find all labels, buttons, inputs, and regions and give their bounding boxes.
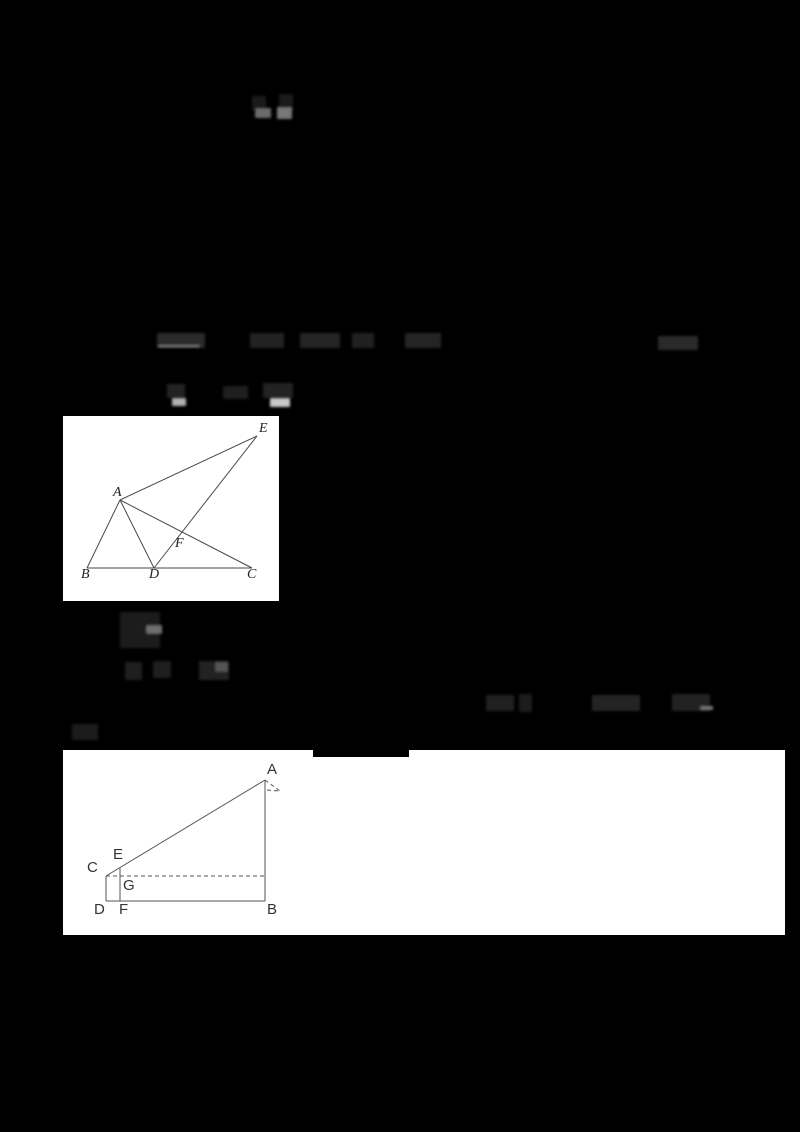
illegible-text-fragment bbox=[270, 398, 290, 407]
illegible-text-fragment bbox=[125, 662, 142, 680]
figure-dashed-line bbox=[266, 789, 280, 792]
vertex-label-b: B bbox=[267, 901, 278, 918]
illegible-text-fragment bbox=[72, 724, 98, 740]
illegible-text-fragment bbox=[700, 706, 713, 710]
illegible-text-fragment bbox=[120, 612, 160, 648]
figure-line bbox=[119, 435, 258, 501]
illegible-text-fragment bbox=[277, 107, 292, 119]
illegible-text-fragment bbox=[215, 662, 228, 672]
vertex-label-g: G bbox=[123, 877, 135, 894]
illegible-text-fragment bbox=[167, 384, 185, 398]
vertex-label-e: E bbox=[259, 421, 268, 436]
illegible-text-fragment bbox=[352, 333, 374, 348]
illegible-text-fragment bbox=[250, 333, 284, 348]
geometry-figure-triangle: E A F B D C bbox=[63, 416, 279, 601]
illegible-text-fragment bbox=[405, 333, 441, 348]
illegible-text-fragment bbox=[153, 661, 171, 678]
figure-line bbox=[86, 499, 121, 569]
illegible-text-fragment bbox=[199, 661, 229, 680]
illegible-text-fragment bbox=[672, 694, 710, 711]
illegible-text-fragment bbox=[172, 398, 186, 406]
triangle-diagram-lines bbox=[86, 435, 258, 569]
illegible-text-fragment bbox=[300, 333, 340, 348]
figure-line bbox=[119, 499, 253, 569]
vertex-label-e: E bbox=[113, 846, 124, 863]
illegible-text-fragment bbox=[255, 108, 271, 118]
figure-line bbox=[153, 435, 258, 569]
illegible-text-fragment bbox=[252, 96, 266, 110]
figure-line bbox=[105, 779, 266, 877]
illegible-text-fragment bbox=[263, 383, 293, 398]
vertex-label-b: B bbox=[81, 567, 90, 582]
illegible-text-fragment bbox=[486, 695, 514, 711]
vertex-label-d: D bbox=[149, 567, 160, 582]
vertex-label-f: F bbox=[119, 901, 129, 918]
illegible-text-fragment bbox=[592, 695, 640, 711]
illegible-text-fragment bbox=[223, 386, 248, 399]
illegible-text-fragment bbox=[279, 94, 293, 110]
vertex-label-f: F bbox=[175, 536, 184, 551]
vertex-label-a: A bbox=[267, 761, 278, 778]
vertex-label-a: A bbox=[113, 485, 122, 500]
illegible-text-fragment bbox=[158, 345, 200, 347]
illegible-text-fragment bbox=[146, 625, 162, 634]
illegible-text-fragment bbox=[658, 336, 698, 350]
vertex-label-c: C bbox=[247, 567, 257, 582]
scan-artifact-notch bbox=[313, 750, 409, 757]
illegible-text-fragment bbox=[157, 333, 205, 348]
vertex-label-c: C bbox=[87, 859, 98, 876]
figure-dashed-line bbox=[264, 779, 281, 792]
ramp-diagram-lines bbox=[105, 779, 281, 902]
figure-line bbox=[119, 499, 155, 569]
vertex-label-d: D bbox=[94, 901, 105, 918]
illegible-text-fragment bbox=[519, 694, 532, 712]
